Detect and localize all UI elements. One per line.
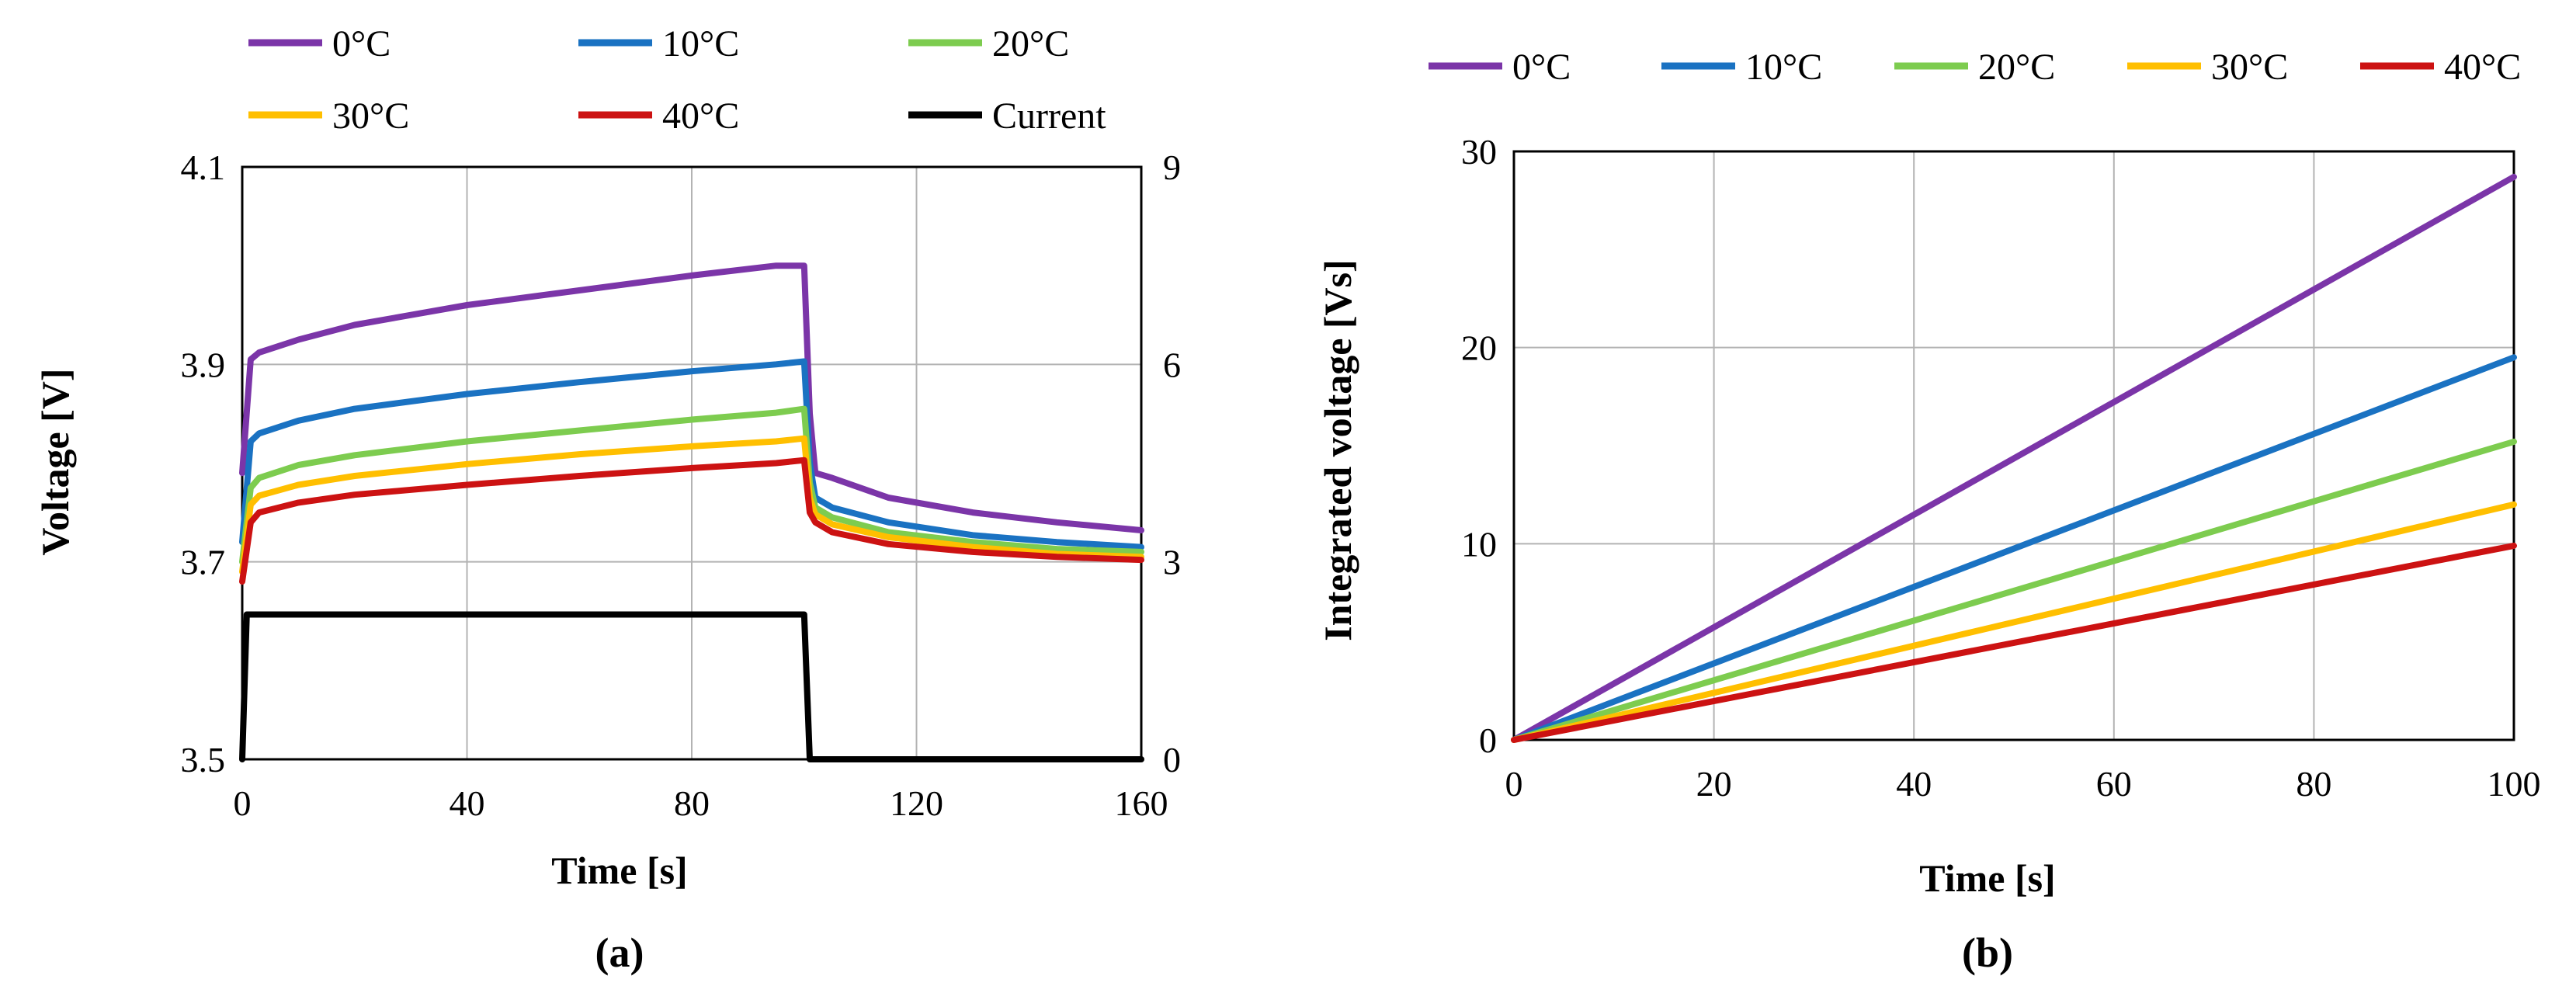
series-line-30c xyxy=(1511,501,2517,743)
legend-label-30c: 30°C xyxy=(2211,47,2288,88)
panel-b-series xyxy=(1511,173,2517,743)
panel-b-tick-labels: 0 20 40 60 80 100 0 10 20 30 xyxy=(1461,132,2541,804)
x-tick-label-80: 80 xyxy=(674,783,710,823)
panel-a-series xyxy=(239,262,1144,762)
legend-label-40c: 40°C xyxy=(662,95,739,137)
legend-label-20c: 20°C xyxy=(992,23,1069,64)
legend-label-20c: 20°C xyxy=(1978,47,2055,88)
legend-label-10c: 10°C xyxy=(662,23,739,64)
y2-tick-label-0: 0 xyxy=(1163,740,1181,779)
y-tick-label-20: 20 xyxy=(1461,328,1497,368)
x-tick-label-120: 120 xyxy=(890,783,943,823)
y-tick-label-3.9: 3.9 xyxy=(181,345,226,384)
x-tick-label-40: 40 xyxy=(450,783,485,823)
panel-a-voltage-chart: 0 40 80 120 160 3.5 3.7 3.9 4.1 0 3 6 9 0°C 10°C 20°C 3… xyxy=(33,23,1181,976)
y-tick-label-30: 30 xyxy=(1461,132,1497,172)
panel-a-y-axis-label: Voltage [V] xyxy=(33,368,77,555)
x-tick-label-160: 160 xyxy=(1115,783,1168,823)
legend-label-10c: 10°C xyxy=(1745,47,1822,88)
y2-tick-label-9: 9 xyxy=(1163,148,1181,187)
x-tick-label-60: 60 xyxy=(2096,764,2132,804)
panel-b-y-axis-label: Integrated voltage [Vs] xyxy=(1316,259,1359,641)
panel-b-x-axis-label: Time [s] xyxy=(1919,856,2055,900)
series-line-current xyxy=(239,611,1144,762)
x-tick-label-100: 100 xyxy=(2487,764,2541,804)
series-line-40c xyxy=(239,457,1144,585)
x-tick-label-80: 80 xyxy=(2296,764,2331,804)
x-tick-label-40: 40 xyxy=(1896,764,1932,804)
panel-b-grid xyxy=(1513,151,2515,741)
x-tick-label-0: 0 xyxy=(234,783,252,823)
panel-a-caption: (a) xyxy=(595,929,644,976)
series-line-0c xyxy=(1511,173,2517,743)
y2-tick-label-3: 3 xyxy=(1163,543,1181,582)
legend-label-current: Current xyxy=(992,95,1106,137)
panel-a-legend: 0°C 10°C 20°C 30°C 40°C Current xyxy=(248,23,1106,137)
y-tick-label-0: 0 xyxy=(1479,720,1497,760)
legend-label-30c: 30°C xyxy=(332,95,409,137)
y2-tick-label-6: 6 xyxy=(1163,345,1181,384)
y-tick-label-3.5: 3.5 xyxy=(181,740,226,779)
series-line-10c xyxy=(239,358,1144,550)
series-line-10c xyxy=(1511,354,2517,743)
panel-a-tick-labels: 0 40 80 120 160 3.5 3.7 3.9 4.1 0 3 6 9 xyxy=(181,148,1182,823)
legend-label-0c: 0°C xyxy=(1512,47,1571,88)
x-tick-label-20: 20 xyxy=(1696,764,1732,804)
panel-b-legend: 0°C 10°C 20°C 30°C 40°C xyxy=(1429,47,2521,88)
y-tick-label-3.7: 3.7 xyxy=(181,543,226,582)
y-tick-label-4.1: 4.1 xyxy=(181,148,226,187)
legend-label-0c: 0°C xyxy=(332,23,391,64)
panel-b-caption: (b) xyxy=(1962,929,2013,976)
panel-b-plot-frame xyxy=(1512,150,2515,741)
panel-a-grid xyxy=(241,166,1142,760)
x-tick-label-0: 0 xyxy=(1505,764,1523,804)
series-line-40c xyxy=(1511,542,2517,743)
panel-a-x-axis-label: Time [s] xyxy=(551,849,687,892)
series-line-0c xyxy=(239,262,1144,533)
legend-label-40c: 40°C xyxy=(2444,47,2521,88)
series-line-20c xyxy=(1511,438,2517,743)
series-line-30c xyxy=(239,435,1144,575)
y-tick-label-10: 10 xyxy=(1461,524,1497,564)
series-line-20c xyxy=(239,405,1144,565)
